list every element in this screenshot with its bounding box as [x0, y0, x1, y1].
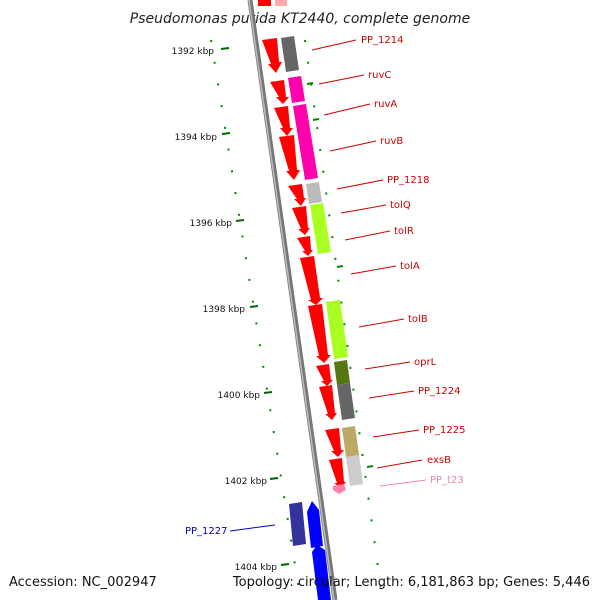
reverse-category-bar	[289, 502, 306, 546]
tick-mark-1396	[235, 219, 245, 222]
category-bar	[306, 182, 322, 204]
cds-arrow-reverse	[312, 545, 331, 600]
backbone-highlight	[248, 0, 335, 600]
gene-label-PP_1224: PP_1224	[418, 386, 461, 397]
tick-mark-1398	[249, 305, 259, 308]
gene-label-PP_1218: PP_1218	[387, 175, 430, 186]
tick-mark-1400	[263, 391, 273, 394]
tick-label-1404: 1404 kbp	[235, 563, 278, 573]
gene-label-ruvC: ruvC	[368, 70, 391, 81]
gene-label-oprL: oprL	[414, 357, 437, 368]
gene-label-PP_t23: PP_t23	[430, 475, 464, 486]
cds-arrow	[270, 80, 289, 104]
ruler-ticks: 1392 kbp 1394 kbp 1396 kbp 1398 kbp 1400…	[172, 47, 290, 573]
gene-label-PP_1225: PP_1225	[423, 425, 466, 436]
cds-arrow	[279, 135, 300, 180]
tick-mark-1402	[269, 477, 279, 480]
category-bar	[281, 36, 299, 72]
tick-mark-1404	[280, 563, 290, 566]
tick-label-1402: 1402 kbp	[225, 477, 268, 487]
forward-cds-track	[258, 0, 346, 494]
tick-label-1396: 1396 kbp	[190, 219, 233, 229]
cds-arrow	[274, 106, 293, 136]
trna-arrow	[333, 484, 346, 494]
accession-text: Accession: NC_002947	[9, 575, 157, 590]
category-bar	[337, 383, 355, 420]
category-bar	[334, 360, 350, 385]
tick-label-1394: 1394 kbp	[175, 133, 218, 143]
label-leader-lines	[229, 39, 427, 532]
gene-labels: PP_1214 ruvC ruvA ruvB PP_1218 tolQ tolR…	[185, 35, 466, 537]
category-track	[275, 0, 363, 486]
tick-mark-1394	[221, 132, 231, 135]
map-title: Pseudomonas putida KT2440, complete geno…	[130, 11, 470, 27]
gene-label-ruvB: ruvB	[380, 136, 403, 147]
cds-arrow	[292, 206, 310, 235]
category-bar	[346, 455, 363, 486]
gene-label-ruvA: ruvA	[374, 99, 397, 110]
cds-arrow	[329, 458, 346, 488]
cds-arrow	[288, 184, 306, 206]
cds-arrow	[300, 256, 323, 305]
category-bar	[342, 426, 359, 457]
gene-label-tolR: tolR	[394, 226, 414, 237]
category-bar	[315, 234, 331, 254]
gene-label-exsB: exsB	[427, 455, 451, 466]
category-bar	[275, 0, 287, 6]
tick-mark-1392	[220, 47, 230, 50]
category-bar	[288, 76, 305, 103]
gene-label-PP_1214: PP_1214	[361, 35, 404, 46]
cds-arrow	[319, 385, 337, 420]
genome-backbone	[247, 0, 338, 600]
cds-arrow	[316, 364, 333, 386]
gene-label-tolQ: tolQ	[390, 200, 411, 211]
cds-arrow	[308, 304, 331, 363]
reverse-cds-track	[289, 501, 331, 600]
tick-label-1392: 1392 kbp	[172, 47, 215, 57]
cds-arrow	[325, 428, 344, 457]
gene-label-tolB: tolB	[408, 314, 428, 325]
cds-arrow-reverse	[307, 501, 323, 548]
category-bar	[326, 300, 348, 359]
tick-label-1400: 1400 kbp	[218, 391, 261, 401]
cds-arrow	[262, 38, 282, 73]
gene-label-PP_1227: PP_1227	[185, 526, 228, 537]
category-bar	[293, 104, 318, 180]
tick-label-1398: 1398 kbp	[203, 305, 246, 315]
backbone-line	[247, 0, 338, 600]
cds-arrow	[258, 0, 271, 6]
genome-summary-text: Topology: circular; Length: 6,181,863 bp…	[232, 575, 590, 590]
gene-label-tolA: tolA	[400, 261, 420, 272]
cds-arrow	[297, 236, 313, 256]
category-bar	[310, 203, 328, 236]
inner-small-ticks	[306, 82, 374, 468]
